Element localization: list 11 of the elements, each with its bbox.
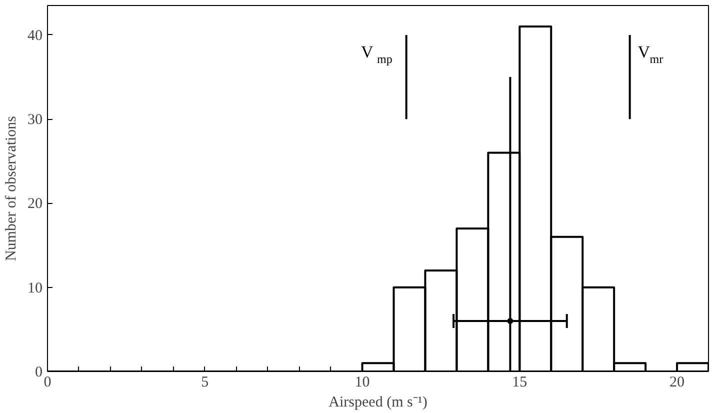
x-tick-label: 15 <box>512 374 528 390</box>
x-tick-label: 5 <box>201 374 209 390</box>
y-tick-label: 30 <box>28 112 42 128</box>
x-tick-label: 20 <box>670 374 685 390</box>
x-axis-title: Airspeed (m s⁻¹) <box>328 394 428 410</box>
y-tick-label: 0 <box>35 364 42 380</box>
y-tick-label: 40 <box>28 28 42 44</box>
y-tick-label: 10 <box>28 280 42 296</box>
y-axis-title: Number of observations <box>4 116 20 261</box>
x-tick-label: 10 <box>354 374 370 390</box>
y-tick-label: 20 <box>28 196 42 212</box>
